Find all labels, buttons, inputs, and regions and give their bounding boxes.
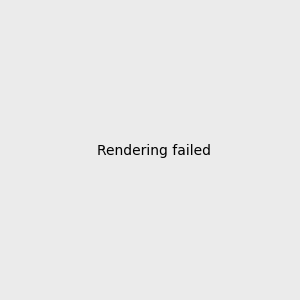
Text: Rendering failed: Rendering failed (97, 145, 211, 158)
